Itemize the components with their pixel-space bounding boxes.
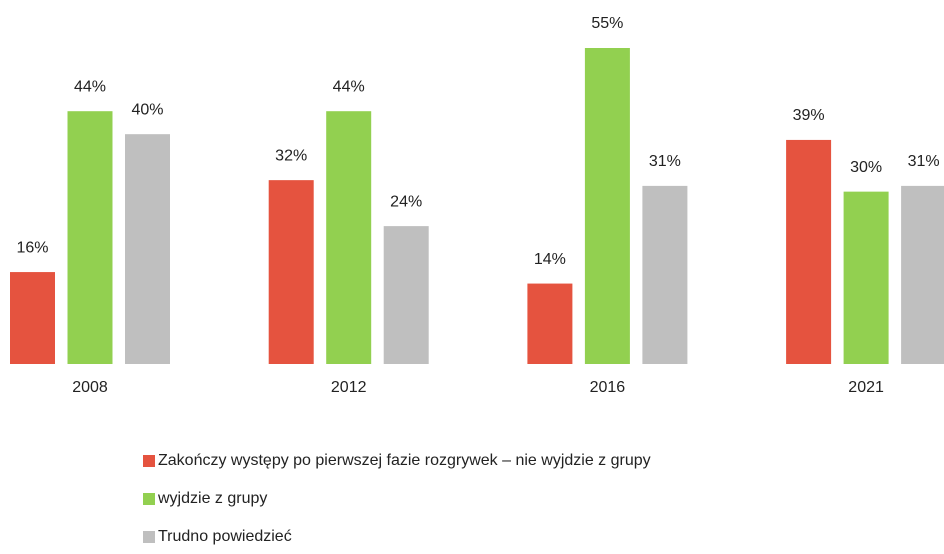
value-label: 39% [793,107,825,124]
legend-swatch [143,455,155,467]
value-label: 30% [850,159,882,176]
legend-label: Trudno powiedzieć [158,528,292,545]
value-label: 32% [275,147,307,164]
bar [326,111,372,364]
bar [527,283,573,364]
value-label: 44% [74,78,106,95]
value-label: 16% [16,239,48,256]
bar [10,272,55,364]
x-tick-label: 2012 [331,379,367,396]
bar [584,48,630,364]
bar [642,185,688,364]
value-label: 31% [649,153,681,170]
value-label: 31% [908,153,940,170]
bar [67,111,113,364]
x-tick-label: 2008 [72,379,108,396]
value-label: 24% [390,193,422,210]
bar [786,139,832,364]
bar [383,226,429,364]
value-label: 44% [333,78,365,95]
value-label: 40% [131,101,163,118]
value-label: 55% [591,15,623,32]
legend-label: Zakończy występy po pierwszej fazie rozg… [158,452,651,469]
bar [125,134,170,364]
x-tick-label: 2021 [848,379,884,396]
legend-swatch [143,493,155,505]
bar [268,180,314,364]
x-tick-label: 2016 [590,379,626,396]
legend-swatch [143,531,155,543]
legend-label: wyjdzie z grupy [157,490,267,507]
value-label: 14% [534,251,566,268]
bar [901,185,944,364]
bar [843,191,889,364]
